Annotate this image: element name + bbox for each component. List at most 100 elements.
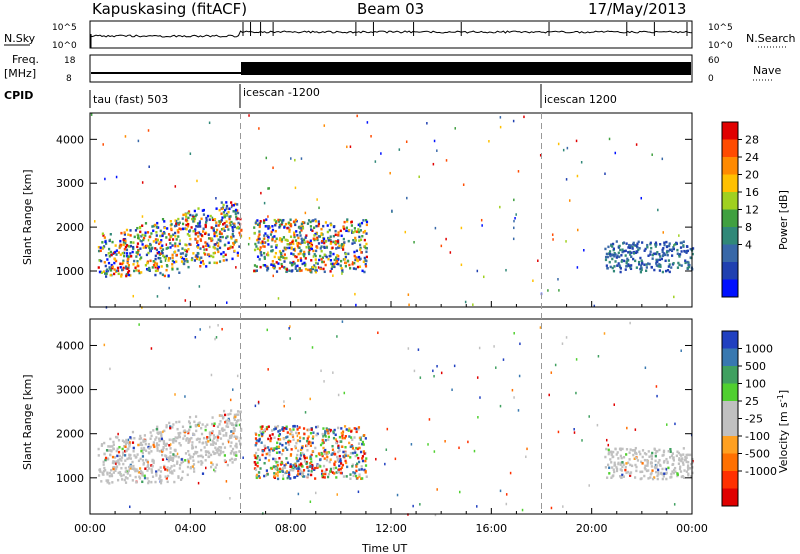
- data-cell: [240, 429, 243, 432]
- data-cell: [225, 258, 228, 262]
- data-cell: [109, 232, 112, 236]
- data-cell: [133, 259, 136, 263]
- data-cell: [298, 457, 302, 460]
- data-cell: [101, 472, 104, 476]
- data-cell: [620, 456, 623, 460]
- data-cell: [366, 121, 369, 124]
- data-cell: [654, 452, 657, 455]
- data-cell: [641, 455, 644, 459]
- data-cell: [224, 413, 227, 417]
- date-title: 17/May/2013: [588, 0, 686, 18]
- data-cell: [479, 396, 481, 399]
- data-cell: [355, 230, 359, 234]
- data-cell: [117, 471, 120, 475]
- data-cell: [152, 441, 155, 444]
- data-cell: [678, 263, 681, 267]
- data-cell: [146, 261, 149, 265]
- data-cell: [613, 403, 616, 406]
- data-cell: [676, 474, 679, 478]
- data-cell: [235, 435, 238, 439]
- data-cell: [363, 229, 367, 233]
- data-cell: [314, 232, 317, 236]
- data-cell: [214, 337, 216, 341]
- data-cell: [267, 225, 271, 228]
- data-cell: [148, 266, 151, 270]
- data-cell: [662, 449, 666, 453]
- data-cell: [344, 451, 347, 454]
- data-cell: [638, 247, 641, 250]
- data-cell: [277, 220, 281, 223]
- data-cell: [176, 427, 179, 431]
- data-cell: [651, 257, 654, 260]
- data-cell: [110, 468, 113, 472]
- data-cell: [219, 432, 222, 436]
- data-cell: [264, 428, 267, 431]
- data-cell: [331, 262, 335, 266]
- data-cell: [301, 241, 304, 244]
- freq-panel: Freq. [MHz] 18 8 60 0 Nave: [4, 53, 781, 84]
- data-cell: [256, 255, 260, 258]
- data-cell: [168, 421, 171, 425]
- x-tick-label: 04:00: [174, 522, 206, 535]
- data-cell: [109, 238, 111, 242]
- data-cell: [615, 256, 618, 259]
- data-cell: [157, 226, 160, 229]
- data-cell: [650, 471, 653, 475]
- data-cell: [614, 253, 617, 256]
- data-cell: [187, 420, 191, 423]
- data-cell: [187, 216, 190, 220]
- data-cell: [144, 246, 147, 249]
- data-cell: [478, 346, 481, 350]
- data-cell: [256, 223, 260, 226]
- data-cell: [669, 476, 672, 479]
- data-cell: [345, 475, 348, 478]
- data-cell: [293, 476, 297, 479]
- data-cell: [227, 417, 230, 421]
- colorbar-swatch: [722, 471, 738, 489]
- data-cell: [320, 245, 323, 248]
- data-cell: [255, 238, 259, 242]
- data-cell: [280, 461, 283, 464]
- data-cell: [173, 464, 176, 467]
- data-cell: [229, 458, 232, 462]
- data-cell: [315, 224, 318, 228]
- data-cell: [613, 255, 616, 258]
- data-cell: [218, 246, 222, 250]
- data-cell: [329, 235, 332, 238]
- data-cell: [263, 474, 266, 478]
- data-cell: [301, 262, 304, 266]
- data-cell: [112, 447, 115, 451]
- data-cell: [318, 258, 321, 262]
- data-cell: [236, 254, 240, 257]
- data-cell: [145, 267, 149, 271]
- data-cell: [643, 249, 646, 252]
- data-cell: [98, 468, 102, 471]
- data-cell: [127, 469, 130, 472]
- data-cell: [281, 470, 285, 473]
- data-cell: [341, 270, 344, 273]
- data-cell: [166, 227, 169, 230]
- data-cell: [359, 246, 362, 250]
- data-cell: [105, 479, 108, 482]
- data-cell: [123, 449, 127, 453]
- data-cell: [112, 467, 115, 471]
- data-cell: [167, 259, 170, 262]
- data-cell: [562, 148, 565, 152]
- data-cell: [132, 263, 135, 266]
- data-cell: [275, 246, 278, 249]
- data-cell: [289, 453, 293, 456]
- data-cell: [205, 466, 207, 470]
- data-cell: [163, 466, 166, 469]
- data-cell: [109, 437, 112, 441]
- data-cell: [146, 477, 149, 480]
- data-cell: [183, 429, 186, 432]
- data-cell: [284, 222, 288, 226]
- data-cell: [142, 463, 145, 466]
- data-cell: [209, 237, 212, 240]
- data-cell: [656, 477, 659, 481]
- data-cell: [110, 473, 113, 476]
- data-cell: [341, 463, 345, 467]
- data-cell: [332, 436, 336, 440]
- data-cell: [170, 234, 173, 238]
- data-cell: [363, 468, 366, 472]
